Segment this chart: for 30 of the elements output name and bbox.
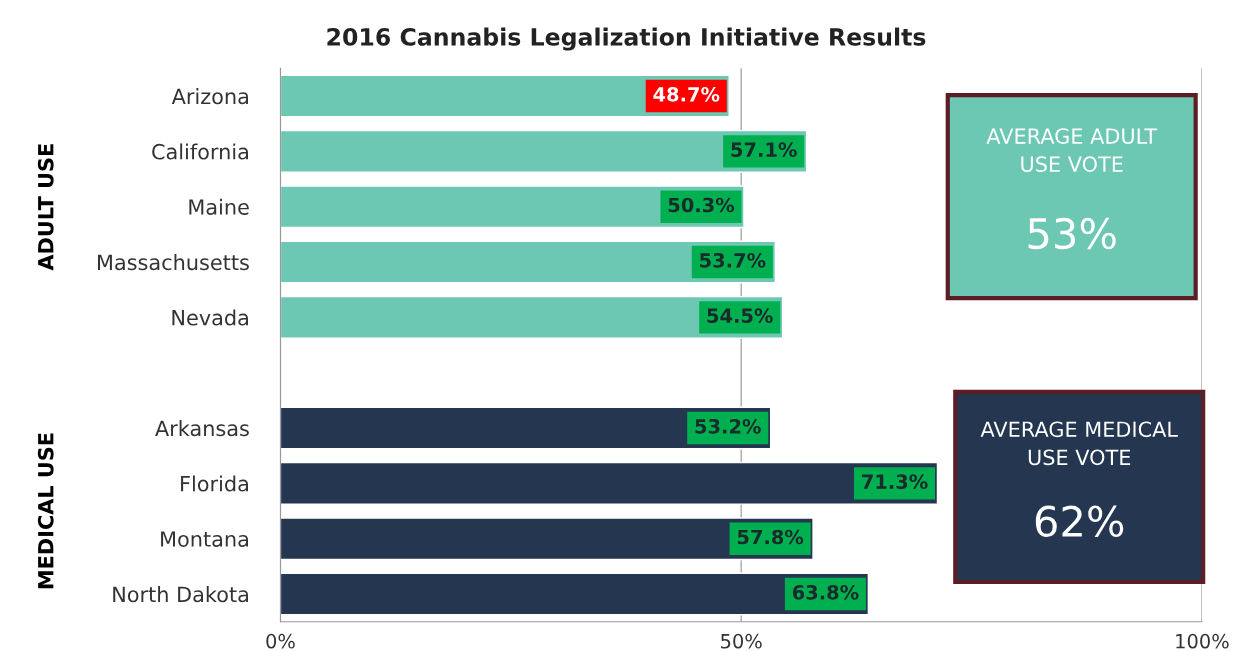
data-label: 57.1% (731, 142, 797, 157)
data-label: 63.8% (792, 584, 859, 600)
y-tick-label: Nevada (172, 309, 248, 326)
x-tick-label: 50% (721, 633, 762, 649)
y-tick-label: Florida (181, 475, 248, 492)
x-tick-label: 0% (266, 633, 295, 649)
y-tick-label: North Dakota (113, 586, 248, 603)
data-label: 50.3% (668, 197, 735, 213)
chart-title: 2016 Cannabis Legalization Initiative Results (327, 27, 926, 51)
y-tick-label: Arkansas (155, 420, 249, 437)
text: ADULT USE (37, 144, 54, 271)
data-label: 53.2% (695, 418, 761, 434)
annotation: AVERAGE ADULT USE VOTE (986, 128, 1158, 172)
bar (280, 572, 870, 616)
data-label: 71.3% (862, 474, 928, 490)
x-tick-label: 100% (1176, 633, 1229, 649)
y-tick-label: California (152, 143, 248, 160)
data-label: 48.7% (653, 86, 720, 102)
data-label: 54.5% (707, 308, 773, 323)
data-label: 57.8% (737, 529, 804, 545)
y-tick-label: Massachusetts (98, 254, 249, 271)
y-tick-label: Maine (189, 198, 249, 215)
text: MEDICAL USE (37, 433, 54, 589)
annotation: AVERAGE MEDICAL USE VOTE (980, 421, 1178, 466)
annotation: 53% (1028, 217, 1116, 250)
annotation: 62% (1035, 505, 1124, 538)
bar (280, 461, 939, 505)
data-label: 53.7% (700, 252, 766, 268)
y-tick-label: Arizona (171, 88, 248, 105)
y-tick-label: Montana (161, 531, 248, 547)
